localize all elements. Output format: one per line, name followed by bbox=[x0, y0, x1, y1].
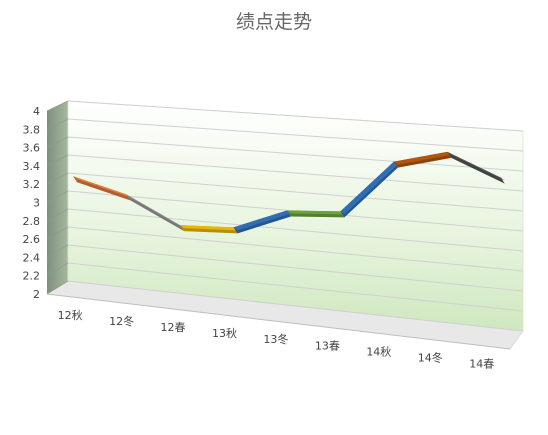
gridline bbox=[67, 280, 524, 332]
y-tick-label: 3 bbox=[33, 197, 40, 210]
gridline bbox=[67, 226, 524, 272]
x-tick-label: 13冬 bbox=[263, 332, 288, 346]
y-axis-ticks: 2 2.2 2.4 2.6 2.8 3 3.2 3.4 3.6 3.8 4 bbox=[23, 105, 41, 301]
line-segment bbox=[233, 210, 291, 231]
y-tick-label: 2.6 bbox=[23, 233, 41, 246]
line-segment bbox=[73, 176, 131, 198]
side-gridline bbox=[46, 100, 69, 112]
line-segment bbox=[393, 151, 452, 165]
side-gridline bbox=[46, 118, 69, 130]
series-line bbox=[73, 151, 505, 234]
x-tick-label: 14冬 bbox=[418, 351, 443, 365]
side-wall bbox=[47, 101, 68, 294]
x-tick-label: 14春 bbox=[469, 358, 494, 371]
gridline bbox=[67, 208, 524, 252]
line-segment bbox=[126, 194, 185, 229]
gridline bbox=[67, 262, 524, 312]
gridline bbox=[67, 154, 524, 192]
side-gridline bbox=[46, 154, 69, 167]
x-axis: 12秋 12冬 12春 13秋 13冬 13春 14秋 14冬 14春 bbox=[46, 293, 511, 371]
x-tick-label: 12冬 bbox=[109, 314, 134, 328]
side-gridline bbox=[46, 190, 69, 203]
gridline bbox=[67, 172, 524, 212]
gridline bbox=[67, 100, 524, 132]
gridlines bbox=[46, 100, 524, 332]
x-tick-label: 13秋 bbox=[212, 326, 237, 340]
y-tick-label: 2.8 bbox=[23, 215, 41, 228]
side-gridline bbox=[46, 136, 69, 148]
gridline bbox=[67, 244, 524, 292]
side-gridline bbox=[46, 280, 69, 295]
side-gridline bbox=[46, 172, 69, 185]
y-tick-label: 2.2 bbox=[23, 270, 41, 283]
y-tick-label: 2 bbox=[33, 288, 40, 301]
y-tick-label: 3.4 bbox=[23, 160, 41, 173]
x-tick-label: 12春 bbox=[161, 321, 186, 334]
x-tick-label: 14秋 bbox=[366, 344, 391, 358]
line-segment bbox=[447, 151, 505, 181]
chart-title: 绩点走势 bbox=[236, 11, 312, 33]
x-tick-label: 13春 bbox=[315, 339, 340, 352]
line-segment bbox=[286, 210, 345, 215]
side-gridline bbox=[46, 208, 69, 222]
y-tick-label: 2.4 bbox=[23, 251, 41, 264]
gridline bbox=[67, 136, 524, 172]
side-gridline bbox=[46, 262, 69, 277]
x-tick-label: 12秋 bbox=[58, 308, 83, 322]
y-tick-label: 4 bbox=[33, 105, 40, 118]
side-gridline bbox=[46, 244, 69, 258]
x-axis-line bbox=[46, 293, 511, 350]
y-tick-label: 3.2 bbox=[23, 178, 41, 191]
y-tick-label: 3.6 bbox=[23, 142, 41, 155]
y-tick-label: 3.8 bbox=[23, 123, 41, 136]
line-segment-side bbox=[126, 194, 185, 232]
line-segment bbox=[180, 225, 238, 231]
side-gridline bbox=[46, 226, 69, 240]
gridline bbox=[67, 118, 524, 152]
line-segment bbox=[340, 161, 398, 215]
